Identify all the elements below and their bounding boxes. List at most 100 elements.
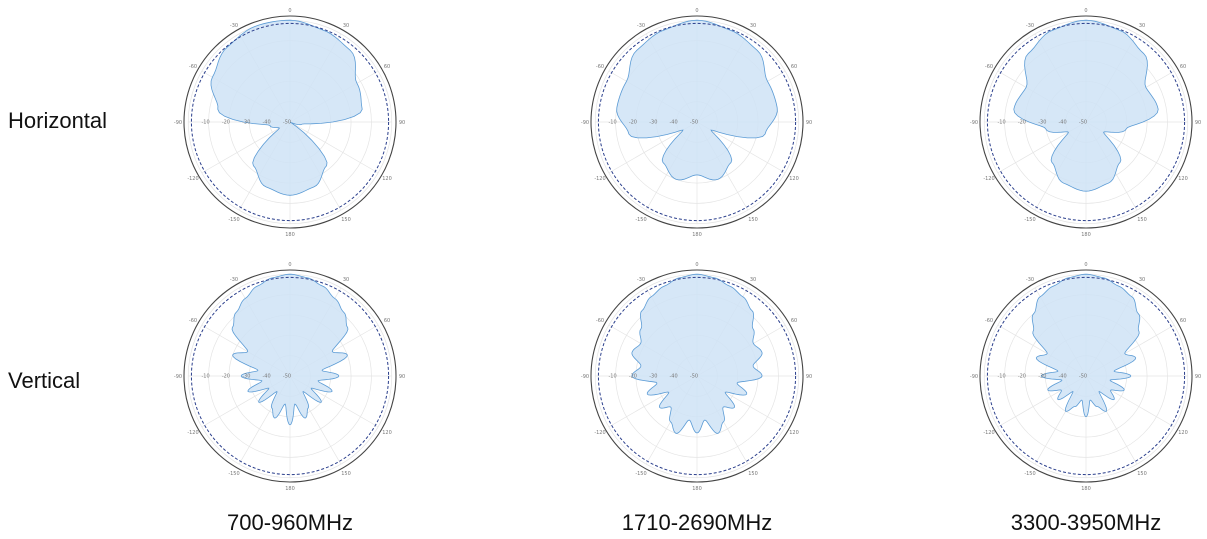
polar-chart-700-960-vertical-angle-tick: -30 bbox=[230, 277, 238, 283]
polar-chart-3300-3950-horizontal-radial-tick: -20 bbox=[1018, 120, 1026, 126]
polar-chart-1710-2690-horizontal-grid-spoke bbox=[645, 33, 698, 123]
polar-chart-3300-3950-vertical-angle-tick: -60 bbox=[985, 318, 993, 324]
polar-chart-700-960-horizontal-grid-ring bbox=[228, 60, 352, 184]
polar-chart-1710-2690-horizontal-grid-ring bbox=[615, 40, 779, 204]
polar-chart-1710-2690-vertical-angle-tick: -120 bbox=[594, 430, 605, 436]
polar-chart-3300-3950-vertical-radial-tick: -20 bbox=[1018, 374, 1026, 380]
polar-chart-700-960-vertical-angle-tick: 120 bbox=[382, 430, 392, 436]
polar-chart-3300-3950-horizontal-angle-tick: 0 bbox=[1084, 8, 1087, 14]
polar-chart-3300-3950-horizontal-angle-tick: -60 bbox=[985, 64, 993, 70]
polar-chart-700-960-vertical-radial-tick: -30 bbox=[242, 374, 250, 380]
polar-chart-3300-3950-horizontal-grid-spoke bbox=[1085, 33, 1138, 123]
polar-chart-1710-2690-horizontal-angle-tick: -90 bbox=[581, 120, 589, 126]
polar-chart-700-960-vertical-angle-tick: 180 bbox=[285, 486, 295, 492]
polar-chart-3300-3950-vertical-angle-tick: 180 bbox=[1081, 486, 1091, 492]
polar-chart-700-960-horizontal-grid-ring bbox=[187, 19, 393, 225]
polar-chart-700-960-vertical-angle-tick: -150 bbox=[228, 471, 239, 477]
polar-chart-700-960-vertical-radial-tick: -40 bbox=[263, 374, 271, 380]
polar-chart-3300-3950-horizontal-angle-tick: 90 bbox=[1195, 120, 1201, 126]
polar-chart-1710-2690-horizontal-angle-tick: -150 bbox=[635, 217, 646, 223]
polar-chart-3300-3950-horizontal-angle-tick: 30 bbox=[1139, 23, 1145, 29]
polar-chart-3300-3950-horizontal-grid-ring bbox=[983, 19, 1189, 225]
polar-chart-700-960-vertical-grid-spoke bbox=[238, 287, 291, 377]
polar-chart-700-960-vertical-grid-spoke bbox=[201, 375, 291, 428]
polar-chart-3300-3950-horizontal-reference-ring bbox=[986, 22, 1186, 222]
polar-chart-1710-2690-vertical-radial-tick: -30 bbox=[649, 374, 657, 380]
polar-chart-3300-3950-horizontal-grid-ring bbox=[1004, 40, 1168, 204]
polar-chart-1710-2690-vertical-grid-spoke bbox=[645, 375, 698, 465]
polar-chart-700-960-vertical-grid-spoke bbox=[289, 375, 342, 465]
polar-chart-700-960-horizontal-angle-tick: 30 bbox=[343, 23, 349, 29]
polar-chart-3300-3950-horizontal-angle-tick: -30 bbox=[1026, 23, 1034, 29]
polar-chart-3300-3950-vertical-grid-spoke bbox=[997, 324, 1087, 377]
polar-chart-3300-3950-horizontal-grid-spoke bbox=[1085, 121, 1175, 174]
polar-chart-3300-3950-horizontal-angle-tick: 150 bbox=[1137, 217, 1147, 223]
polar-chart-700-960-vertical-grid-ring bbox=[269, 355, 311, 397]
band-label-700-960: 700-960MHz bbox=[227, 510, 353, 535]
polar-chart-3300-3950-horizontal-grid-ring bbox=[1044, 80, 1128, 164]
polar-chart-1710-2690-vertical-angle-tick: -30 bbox=[637, 277, 645, 283]
polar-chart-700-960-vertical-angle-tick: -90 bbox=[174, 374, 182, 380]
polar-chart-700-960-vertical-grid-spoke bbox=[289, 375, 379, 428]
polar-chart-3300-3950-vertical-angle-tick: 120 bbox=[1178, 430, 1188, 436]
polar-chart-700-960-horizontal-angle-tick: -90 bbox=[174, 120, 182, 126]
polar-chart-3300-3950-vertical-pattern bbox=[1031, 273, 1141, 418]
polar-chart-3300-3950-vertical-grid-spoke bbox=[1085, 375, 1175, 428]
polar-chart-700-960-vertical-reference-ring bbox=[190, 276, 390, 476]
polar-chart-700-960-vertical-radial-tick: -20 bbox=[222, 374, 230, 380]
polar-chart-1710-2690-horizontal-grid-spoke bbox=[696, 121, 786, 174]
polar-chart-1710-2690-vertical-grid-ring bbox=[635, 314, 759, 438]
polar-chart-3300-3950-vertical-grid-spoke bbox=[997, 375, 1087, 428]
polar-chart-1710-2690-horizontal-angle-tick: 120 bbox=[789, 176, 799, 182]
polar-chart-700-960-vertical-grid-spoke bbox=[289, 324, 379, 377]
polar-chart-700-960-vertical-angle-tick: 150 bbox=[341, 471, 351, 477]
polar-chart-3300-3950-vertical-radial-tick: -30 bbox=[1038, 374, 1046, 380]
polar-chart-3300-3950-vertical-angle-tick: -120 bbox=[983, 430, 994, 436]
polar-chart-1710-2690-vertical-grid-spoke bbox=[696, 287, 749, 377]
polar-chart-1710-2690-horizontal-angle-tick: -30 bbox=[637, 23, 645, 29]
polar-chart-3300-3950-vertical-grid-spoke bbox=[1085, 324, 1175, 377]
polar-chart-700-960-horizontal-angle-tick: 120 bbox=[382, 176, 392, 182]
polar-chart-1710-2690-vertical-angle-tick: -90 bbox=[581, 374, 589, 380]
polar-chart-1710-2690-vertical-angle-tick: -60 bbox=[596, 318, 604, 324]
polar-chart-700-960-horizontal-radial-tick: -10 bbox=[202, 120, 210, 126]
polar-chart-1710-2690-vertical-grid-spoke bbox=[696, 324, 786, 377]
polar-chart-1710-2690-horizontal-angle-tick: -60 bbox=[596, 64, 604, 70]
polar-chart-1710-2690-vertical-grid-ring bbox=[615, 294, 779, 458]
polar-chart-700-960-horizontal-reference-ring bbox=[190, 22, 390, 222]
polar-chart-700-960-horizontal-pattern bbox=[210, 19, 363, 196]
polar-chart-1710-2690-vertical-angle-tick: 0 bbox=[695, 262, 698, 268]
polar-chart-700-960-vertical-grid-ring bbox=[228, 314, 352, 438]
polar-chart-3300-3950-vertical-radial-tick: -10 bbox=[998, 374, 1006, 380]
polar-chart-1710-2690-horizontal-outer-ring bbox=[590, 15, 804, 229]
band-label-1710-2690: 1710-2690MHz bbox=[621, 510, 773, 535]
polar-chart-700-960-vertical-grid-spoke bbox=[201, 324, 291, 377]
polar-chart-1710-2690-horizontal-angle-tick: 90 bbox=[806, 120, 812, 126]
polar-chart-700-960-vertical-angle-tick: 30 bbox=[343, 277, 349, 283]
polar-chart-1710-2690-horizontal-angle-tick: 150 bbox=[748, 217, 758, 223]
polar-chart-1710-2690-vertical-grid-ring bbox=[655, 334, 739, 418]
polar-chart-3300-3950-horizontal-grid-spoke bbox=[1034, 33, 1087, 123]
polar-chart-700-960-vertical-angle-tick: 0 bbox=[288, 262, 291, 268]
polar-chart-700-960-horizontal-radial-tick: -20 bbox=[222, 120, 230, 126]
polar-chart-1710-2690-horizontal-grid-spoke bbox=[696, 70, 786, 123]
polar-chart-3300-3950-vertical-grid-ring bbox=[1065, 355, 1107, 397]
polar-chart-3300-3950-horizontal-angle-tick: -150 bbox=[1024, 217, 1035, 223]
polar-chart-700-960-horizontal-angle-tick: 0 bbox=[288, 8, 291, 14]
polar-chart-3300-3950-vertical-angle-tick: 90 bbox=[1195, 374, 1201, 380]
polar-chart-3300-3950-vertical-angle-tick: 150 bbox=[1137, 471, 1147, 477]
polar-chart-1710-2690-horizontal-grid-ring bbox=[655, 80, 739, 164]
polar-chart-1710-2690-horizontal-radial-tick: -20 bbox=[629, 120, 637, 126]
polar-chart-3300-3950-vertical-grid-ring bbox=[983, 273, 1189, 479]
band-label-3300-3950: 3300-3950MHz bbox=[1010, 510, 1162, 535]
polar-chart-700-960-horizontal-grid-spoke bbox=[238, 33, 291, 123]
polar-chart-3300-3950-vertical-angle-tick: 60 bbox=[1180, 318, 1186, 324]
polar-chart-1710-2690-horizontal-angle-tick: -120 bbox=[594, 176, 605, 182]
polar-chart-1710-2690-horizontal-radial-tick: -50 bbox=[690, 120, 698, 126]
polar-chart-3300-3950-vertical-angle-tick: -90 bbox=[970, 374, 978, 380]
polar-chart-1710-2690-vertical-grid-spoke bbox=[696, 375, 786, 428]
polar-chart-700-960-vertical-grid-spoke bbox=[238, 375, 291, 465]
